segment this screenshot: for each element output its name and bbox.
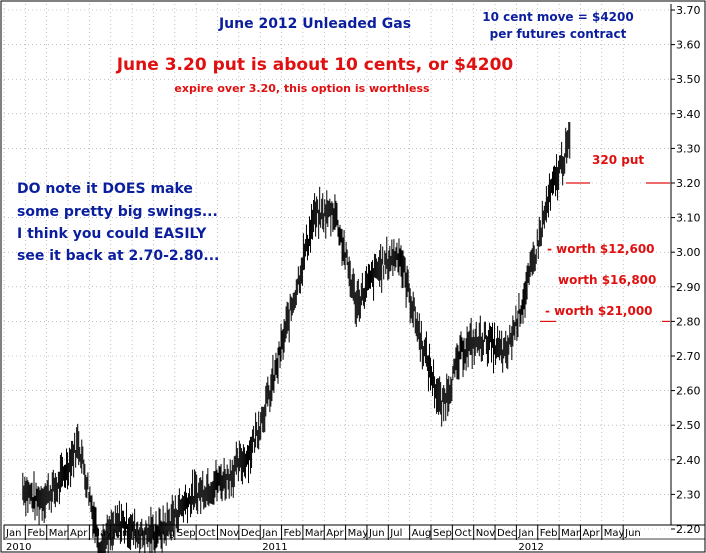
y-tick-label: 2.40 bbox=[676, 454, 701, 467]
note-line-4: see it back at 2.70-2.80... bbox=[17, 248, 219, 264]
expire-note: expire over 3.20, this option is worthle… bbox=[174, 82, 430, 95]
y-tick-label: 2.70 bbox=[676, 350, 701, 363]
y-tick-label: 2.30 bbox=[676, 488, 701, 501]
x-tick-label: Apr bbox=[582, 528, 600, 539]
y-tick-label: 3.60 bbox=[676, 39, 701, 52]
x-tick-label: Nov bbox=[220, 528, 240, 539]
note-line-3: I think you could EASILY bbox=[17, 226, 207, 242]
worth-label-3: - worth $21,000 bbox=[545, 304, 653, 318]
year-label: 2012 bbox=[518, 542, 543, 553]
y-tick-label: 3.40 bbox=[676, 108, 701, 121]
x-tick-label: Feb bbox=[284, 528, 302, 539]
x-tick-label: Mar bbox=[49, 528, 69, 539]
x-tick-label: Jun bbox=[112, 528, 129, 539]
y-tick-label: 2.20 bbox=[676, 523, 701, 536]
y-tick-label: 3.70 bbox=[676, 4, 701, 17]
x-tick-label: Aug bbox=[412, 528, 432, 539]
y-tick-label: 3.00 bbox=[676, 246, 701, 259]
move-note-line-1: 10 cent move = $4200 bbox=[482, 10, 633, 24]
y-tick-label: 3.20 bbox=[676, 177, 701, 190]
x-tick-label: Jan bbox=[261, 528, 277, 539]
y-tick-label: 3.50 bbox=[676, 73, 701, 86]
x-tick-label: Oct bbox=[454, 528, 471, 539]
x-tick-label: Sep bbox=[433, 528, 452, 539]
x-tick-label: Jan bbox=[517, 528, 533, 539]
move-note-line-2: per futures contract bbox=[490, 27, 627, 41]
price-bars bbox=[22, 121, 571, 553]
note-line-1: DO note it DOES make bbox=[17, 181, 193, 197]
x-tick-label: May bbox=[604, 528, 625, 539]
x-tick-label: Nov bbox=[476, 528, 496, 539]
note-line-2: some pretty big swings... bbox=[17, 204, 218, 220]
x-tick-label: Apr bbox=[70, 528, 88, 539]
x-tick-label: Dec bbox=[497, 528, 516, 539]
x-tick-label: Aug bbox=[155, 528, 175, 539]
annotation-overlays bbox=[540, 182, 670, 322]
y-tick-label: 2.50 bbox=[676, 419, 701, 432]
y-tick-label: 2.80 bbox=[676, 315, 701, 328]
x-tick-label: Feb bbox=[540, 528, 558, 539]
x-tick-label: Oct bbox=[198, 528, 215, 539]
x-axis: Jan Feb Mar Apr May Jun Jul Aug Sep Oct Nov Dec Jan F… bbox=[3, 525, 705, 553]
chart-title: June 2012 Unleaded Gas bbox=[218, 16, 411, 32]
y-tick-label: 2.90 bbox=[676, 281, 701, 294]
year-label: 2010 bbox=[6, 542, 31, 553]
worth-label-2: worth $16,800 bbox=[558, 273, 656, 287]
x-tick-label: May bbox=[348, 528, 369, 539]
x-tick-label: Mar bbox=[561, 528, 581, 539]
y-tick-label: 3.10 bbox=[676, 212, 701, 225]
x-tick-label: Feb bbox=[27, 528, 45, 539]
worth-label-1: - worth $12,600 bbox=[547, 242, 655, 256]
y-tick-label: 2.60 bbox=[676, 385, 701, 398]
x-tick-label: Jun bbox=[368, 528, 385, 539]
x-tick-label: Apr bbox=[326, 528, 344, 539]
x-tick-label: Jul bbox=[389, 528, 402, 539]
x-tick-label: Jun bbox=[624, 528, 641, 539]
x-tick-label: May bbox=[91, 528, 112, 539]
gridlines bbox=[3, 4, 671, 530]
put-label: 320 put bbox=[592, 153, 644, 167]
x-tick-label: Jul bbox=[133, 528, 146, 539]
y-tick-label: 3.30 bbox=[676, 142, 701, 155]
headline-annotation: June 3.20 put is about 10 cents, or $420… bbox=[116, 55, 514, 75]
x-tick-label: Jan bbox=[5, 528, 21, 539]
x-tick-label: Sep bbox=[177, 528, 196, 539]
x-tick-label: Dec bbox=[241, 528, 260, 539]
year-label: 2011 bbox=[262, 542, 287, 553]
x-tick-label: Mar bbox=[305, 528, 325, 539]
y-axis: 3.70 3.60 3.50 3.40 3.30 3.20 3.10 3.00 2.90 2.80… bbox=[671, 4, 701, 536]
